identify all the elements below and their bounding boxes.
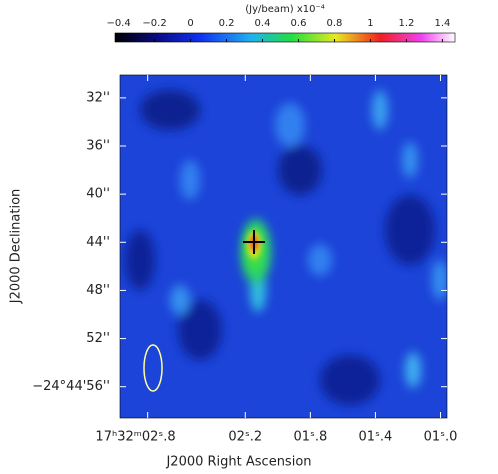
x-tick-label: 01ˢ.0 <box>424 430 458 445</box>
y-tick-label: 48'' <box>86 283 110 298</box>
beam <box>143 344 163 392</box>
colorbar-tick-label: −0.4 <box>106 18 130 29</box>
colorbar-title: (Jy/beam) x10⁻⁴ <box>245 4 325 15</box>
image <box>120 75 447 418</box>
colorbar-tick-label: 1.4 <box>434 18 450 29</box>
y-tick-label: 40'' <box>86 187 110 202</box>
y-tick-label: −24°44'56'' <box>32 379 110 394</box>
colorbar-tick-label: −0.2 <box>142 18 166 29</box>
x-tick-label: 01ˢ.4 <box>359 430 393 445</box>
y-tick-label: 44'' <box>86 235 110 250</box>
colorbar-tick-label: 0.2 <box>219 18 235 29</box>
colorbar <box>114 32 456 43</box>
image-frame <box>119 74 448 419</box>
colorbar-tick-label: 0.4 <box>255 18 271 29</box>
y-axis-label: J2000 Declination <box>9 189 24 305</box>
y-tick-label: 32'' <box>86 90 110 105</box>
x-tick-label: 01ˢ.8 <box>293 430 327 445</box>
x-tick-label: 17ʰ32ᵐ02ˢ.8 <box>95 430 175 445</box>
colorbar-tick-label: 0 <box>187 18 193 29</box>
colorbar-tick-label: 1.2 <box>398 18 414 29</box>
colorbar-tick-label: 0.8 <box>327 18 343 29</box>
y-tick-label: 52'' <box>86 331 110 346</box>
x-axis-label: J2000 Right Ascension <box>165 455 311 470</box>
x-tick-label: 02ˢ.2 <box>228 430 262 445</box>
y-tick-label: 36'' <box>86 139 110 154</box>
colorbar-tick-label: 1 <box>367 18 373 29</box>
colorbar-tick-label: 0.6 <box>291 18 307 29</box>
